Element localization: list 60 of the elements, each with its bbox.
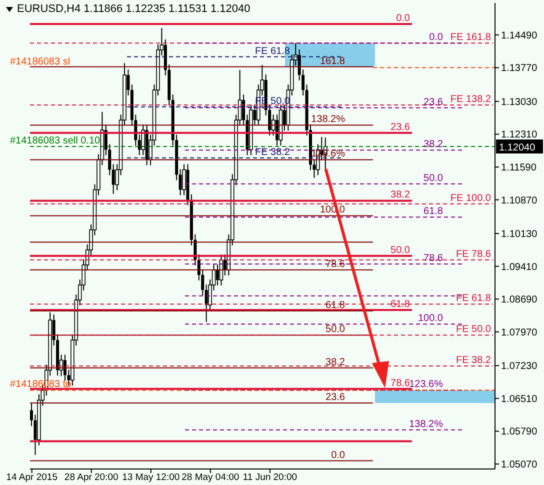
ref-line-label: FE 138.2 [450, 94, 492, 106]
y-tick-label: 1.06510 [501, 394, 538, 405]
chart-title: EURUSD,H4 1.11866 1.12235 1.11531 1.12040 [17, 3, 250, 15]
ref-line-label: #14186083 sl [10, 56, 70, 68]
candlestick [182, 164, 186, 196]
candlestick [216, 264, 219, 286]
y-tick-label: 1.08690 [501, 294, 538, 306]
annotation: 38.2 [390, 190, 410, 201]
x-tick-label: 13 May 12:00 [122, 472, 180, 483]
text: 1.12040 [499, 142, 536, 154]
annotation: 23.6 [424, 96, 444, 108]
candlestick [63, 354, 66, 382]
annotation: 61.8 [326, 300, 346, 311]
ref-line-label: FE 38.2 [456, 355, 492, 366]
annotation: 78.6 [326, 258, 346, 270]
annotation: 78.6 [390, 378, 410, 389]
annotation: 138.2% [311, 114, 346, 126]
y-tick-label: 1.07970 [501, 327, 538, 338]
annotation: 38.2 [424, 139, 444, 150]
annotation: 23.6 [326, 392, 346, 403]
annotation: 50.0 [424, 172, 444, 184]
annotation: 0.0 [331, 450, 346, 461]
candlestick [242, 94, 246, 126]
ref-line-label: FE 61.8 [456, 293, 492, 304]
annotation: 0.0 [396, 12, 410, 24]
x-tick-label: 28 Apr 20:00 [64, 472, 118, 483]
y-tick-label: 1.05790 [501, 426, 538, 438]
y-tick-label: 1.14490 [501, 30, 538, 42]
annotation: 50.0 [326, 324, 346, 336]
x-tick-label: 14 Apr 2015 [6, 472, 58, 483]
ref-line-label: FE 78.6 [456, 248, 492, 260]
candlestick [112, 164, 115, 194]
annotation: 123.6% [409, 379, 444, 390]
x-tick-label: 11 Jun 20:00 [242, 472, 298, 483]
annotation: 78.6 [424, 253, 444, 264]
y-tick-label: 1.10130 [501, 229, 538, 240]
annotation: 161.8 [320, 56, 346, 67]
y-tick-label: 1.11590 [501, 162, 537, 174]
annotation: 23.6 [390, 122, 410, 133]
ref-line-label: #14186083 sell 0.10 [10, 135, 101, 146]
ref-line-label: FE 161.8 [450, 32, 492, 44]
y-tick-label: 1.13770 [501, 63, 538, 74]
ref-line-label: FE 61.8 [254, 46, 290, 57]
ref-line-label: FE 100.0 [450, 192, 492, 204]
y-tick-label: 1.12310 [501, 130, 538, 141]
annotation: 61.8 [390, 299, 410, 310]
x-tick-label: 28 May 04:00 [182, 472, 240, 483]
y-tick-label: 1.09410 [501, 262, 538, 273]
ref-line-label: FE 50.0 [456, 324, 492, 336]
annotation: 138.2% [409, 418, 444, 430]
annotation: 61.8 [424, 206, 444, 218]
y-tick-label: 1.13030 [501, 96, 538, 108]
candlestick [178, 168, 182, 196]
annotation: 50.0 [390, 244, 410, 256]
annotation: 38.2 [326, 356, 346, 368]
y-tick-label: 1.05070 [501, 460, 538, 471]
annotation: 0.0 [429, 32, 444, 44]
y-tick-label: 1.10870 [501, 195, 538, 206]
annotation: 100.0 [418, 313, 444, 324]
y-tick-label: 1.07230 [501, 361, 538, 372]
